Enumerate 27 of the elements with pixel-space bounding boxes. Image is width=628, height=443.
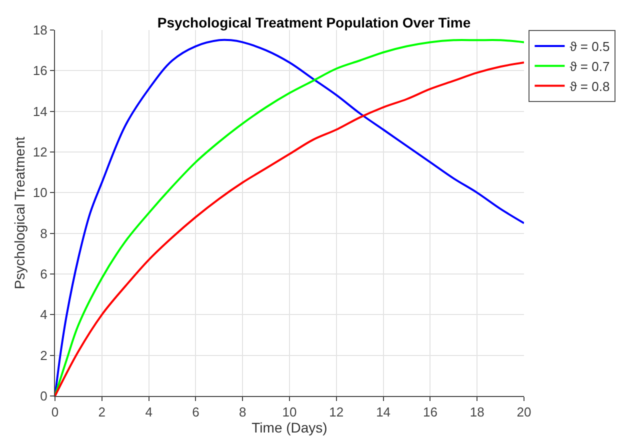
y-tick-label: 0 bbox=[40, 388, 48, 404]
y-tick-label: 16 bbox=[32, 63, 48, 78]
x-tick-label: 14 bbox=[376, 404, 391, 420]
x-tick-label: 4 bbox=[145, 404, 152, 420]
y-axis-title: Psychological Treatment bbox=[12, 136, 28, 290]
y-tick-label: 6 bbox=[40, 266, 48, 282]
x-tick-label: 18 bbox=[470, 404, 484, 420]
x-axis-title: Time (Days) bbox=[252, 420, 328, 436]
y-tick-label: 2 bbox=[40, 348, 48, 363]
x-tick-label: 6 bbox=[192, 404, 200, 420]
y-tick-label: 10 bbox=[32, 185, 48, 200]
x-tick-label: 0 bbox=[51, 404, 59, 420]
y-tick-label: 14 bbox=[32, 104, 48, 119]
x-tick-label: 12 bbox=[329, 404, 344, 420]
y-tick-label: 18 bbox=[32, 22, 48, 38]
x-tick-label: 10 bbox=[282, 404, 297, 420]
legend-label: ϑ = 0.8 bbox=[570, 78, 610, 94]
x-tick-label: 2 bbox=[98, 404, 106, 420]
legend-label: ϑ = 0.5 bbox=[570, 39, 610, 54]
x-tick-label: 20 bbox=[516, 404, 532, 420]
y-tick-label: 12 bbox=[32, 144, 48, 160]
y-tick-label: 4 bbox=[40, 307, 48, 322]
y-tick-label: 8 bbox=[40, 226, 48, 241]
chart-title: Psychological Treatment Population Over Time bbox=[157, 14, 471, 31]
x-tick-label: 8 bbox=[238, 404, 246, 420]
x-tick-label: 16 bbox=[422, 404, 438, 420]
legend-label: ϑ = 0.7 bbox=[570, 58, 610, 74]
